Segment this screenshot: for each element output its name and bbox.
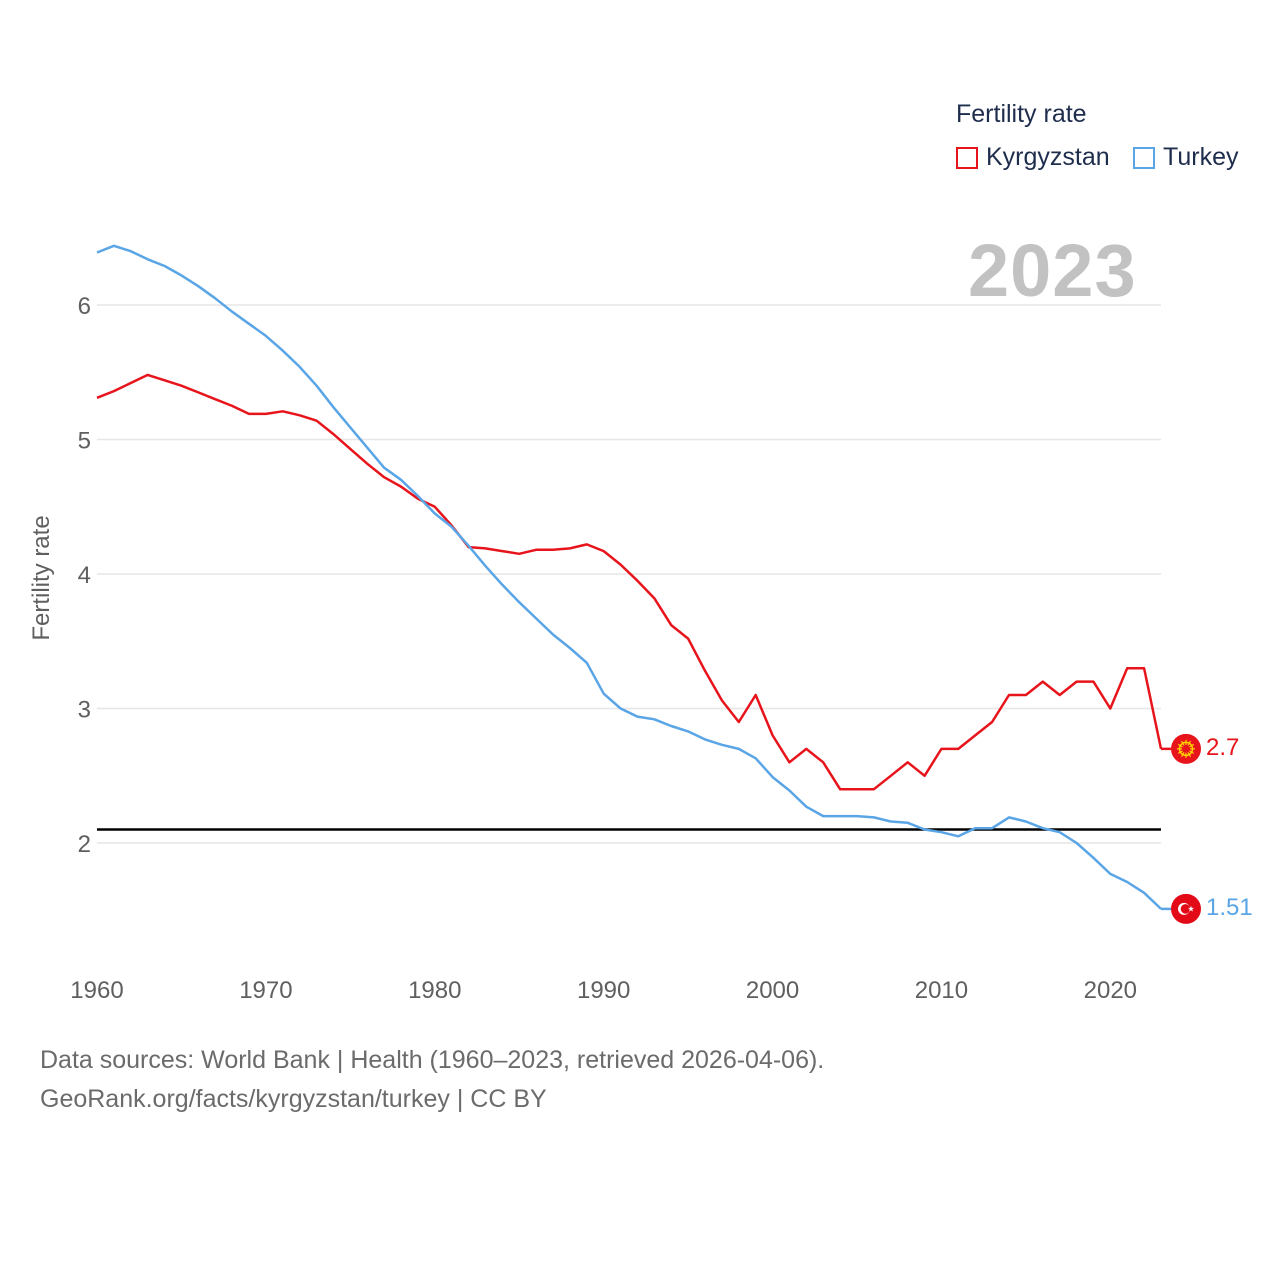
y-tick-label-6: 6: [78, 293, 91, 320]
legend-swatch-turkey: [1133, 146, 1155, 169]
x-tick-label-1960: 1960: [70, 977, 123, 1004]
y-tick-label-4: 4: [78, 562, 91, 589]
y-axis-label: Fertility rate: [28, 515, 55, 641]
axis-ticks: 2 3 4 5 6 1960 1970 1980 1990 2000 2010 2020: [70, 293, 1137, 1004]
end-markers: [1161, 733, 1201, 924]
legend-item-kyrgyzstan[interactable]: Kyrgyzstan: [956, 143, 1110, 172]
x-tick-label-1980: 1980: [408, 977, 461, 1004]
x-tick-label-2000: 2000: [746, 977, 799, 1004]
year-watermark: 2023: [968, 229, 1137, 312]
y-tick-label-5: 5: [78, 428, 91, 455]
legend-title: Fertility rate: [956, 100, 1087, 128]
x-tick-label-2010: 2010: [915, 977, 968, 1004]
y-tick-label-2: 2: [78, 831, 91, 858]
x-tick-label-1970: 1970: [239, 977, 292, 1004]
turkey-flag-icon: [1171, 893, 1201, 924]
footer-sources: Data sources: World Bank | Health (1960–…: [40, 1046, 825, 1074]
legend-swatch-kyrgyzstan: [956, 146, 978, 169]
series-lines: [96, 244, 1163, 910]
end-label-turkey: 1.51: [1206, 894, 1253, 921]
series-line-kyrgyzstan: [96, 373, 1163, 791]
y-tick-label-3: 3: [78, 697, 91, 724]
x-tick-label-1990: 1990: [577, 977, 630, 1004]
legend-label-turkey: Turkey: [1163, 143, 1239, 171]
legend-label-kyrgyzstan: Kyrgyzstan: [986, 143, 1110, 171]
x-tick-label-2020: 2020: [1084, 977, 1137, 1004]
kyrgyzstan-flag-icon: [1171, 733, 1201, 764]
legend-item-turkey[interactable]: Turkey: [1133, 143, 1238, 172]
footer-link[interactable]: GeoRank.org/facts/kyrgyzstan/turkey | CC…: [40, 1085, 547, 1113]
end-label-kyrgyzstan: 2.7: [1206, 734, 1240, 761]
series-line-turkey: [96, 244, 1162, 910]
